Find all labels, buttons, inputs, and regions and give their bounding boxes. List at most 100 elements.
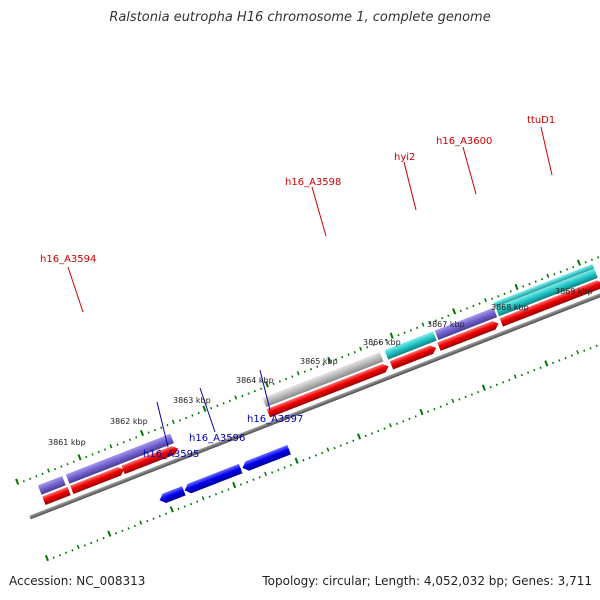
minor-tick: [353, 351, 356, 354]
minor-tick: [147, 431, 150, 434]
minor-tick: [316, 365, 319, 369]
major-tick: [576, 259, 581, 266]
minor-tick: [445, 403, 448, 406]
minor-tick: [41, 472, 44, 476]
minor-tick: [539, 366, 542, 369]
minor-tick: [377, 429, 380, 433]
minor-tick: [234, 395, 238, 400]
minor-tick: [296, 371, 300, 376]
minor-tick: [302, 459, 305, 462]
major-tick: [544, 360, 549, 367]
minor-tick: [372, 343, 375, 347]
gene-bar-purple: [117, 433, 174, 464]
minor-tick: [65, 551, 68, 554]
minor-tick: [58, 553, 61, 557]
minor-tick: [334, 358, 338, 361]
major-tick: [264, 381, 269, 388]
minor-tick: [564, 356, 567, 360]
gene-label-h16-a3598: h16_A3598: [285, 177, 341, 188]
minor-tick: [402, 420, 405, 423]
minor-tick: [47, 468, 50, 473]
minor-tick: [146, 519, 149, 523]
gene-label-h16-a3600: h16_A3600: [436, 136, 492, 147]
minor-tick: [497, 295, 500, 298]
minor-tick: [314, 454, 317, 457]
minor-tick: [83, 544, 86, 547]
minor-tick: [597, 256, 600, 259]
minor-tick: [503, 292, 506, 295]
cds-reverse-arrow: [242, 445, 291, 471]
major-tick: [389, 332, 394, 339]
major-tick: [169, 506, 174, 513]
minor-tick: [278, 380, 281, 383]
cds-forward-arrow: [42, 486, 71, 505]
minor-tick: [477, 390, 480, 394]
minor-tick: [178, 419, 181, 422]
leader-line: [462, 146, 477, 195]
minor-tick: [527, 371, 530, 374]
minor-tick: [427, 410, 430, 413]
gene-label-h16-a3596: h16_A3596: [189, 433, 245, 444]
minor-tick: [54, 467, 57, 471]
minor-tick: [309, 368, 313, 371]
minor-tick: [122, 441, 125, 444]
minor-tick: [271, 471, 274, 474]
minor-tick: [96, 539, 99, 542]
minor-tick: [277, 468, 280, 472]
minor-tick: [35, 475, 38, 478]
minor-tick: [403, 331, 406, 334]
major-tick: [357, 433, 362, 440]
minor-tick: [152, 517, 155, 520]
minor-tick: [570, 354, 573, 357]
minor-tick: [291, 375, 294, 378]
gene-label-ttud1: ttuD1: [527, 115, 555, 126]
minor-tick: [283, 466, 286, 469]
minor-tick: [22, 479, 25, 483]
minor-tick: [533, 368, 536, 372]
minor-tick: [90, 541, 93, 545]
minor-tick: [439, 405, 442, 408]
minor-tick: [458, 398, 461, 401]
cds-reverse-arrow: [184, 463, 243, 494]
minor-tick: [246, 480, 249, 484]
minor-tick: [103, 448, 107, 451]
major-tick: [419, 408, 424, 416]
minor-tick: [464, 395, 467, 399]
minor-tick: [378, 341, 381, 344]
minor-tick: [308, 456, 311, 460]
major-tick: [77, 454, 82, 461]
minor-tick: [383, 427, 386, 430]
minor-tick: [589, 347, 592, 350]
minor-tick: [347, 353, 350, 356]
minor-tick: [513, 374, 517, 379]
topology-text: Topology: circular; Length: 4,052,032 bp…: [262, 574, 592, 588]
minor-tick: [428, 321, 431, 325]
minor-tick: [590, 258, 593, 261]
minor-tick: [584, 260, 587, 264]
minor-tick: [109, 444, 113, 449]
minor-tick: [595, 344, 598, 348]
minor-tick: [183, 505, 186, 508]
minor-tick: [528, 282, 531, 286]
outer-tick-scale: [15, 256, 600, 485]
minor-tick: [416, 326, 419, 330]
minor-tick: [289, 463, 292, 467]
minor-tick: [185, 416, 188, 420]
minor-tick: [177, 507, 180, 511]
inner-tick-scale: [44, 344, 598, 562]
leader-line: [403, 161, 417, 211]
minor-tick: [191, 414, 194, 417]
minor-tick: [258, 476, 261, 479]
leader-line: [311, 186, 327, 237]
minor-tick: [459, 309, 462, 313]
gene-bar-purple: [37, 475, 66, 495]
minor-tick: [66, 462, 69, 466]
leader-line: [67, 266, 84, 313]
minor-tick: [253, 389, 256, 393]
kbp-label: 3864 kbp: [236, 376, 274, 385]
minor-tick: [520, 373, 523, 377]
minor-tick: [370, 432, 374, 435]
minor-tick: [171, 419, 175, 424]
minor-tick: [260, 387, 263, 390]
